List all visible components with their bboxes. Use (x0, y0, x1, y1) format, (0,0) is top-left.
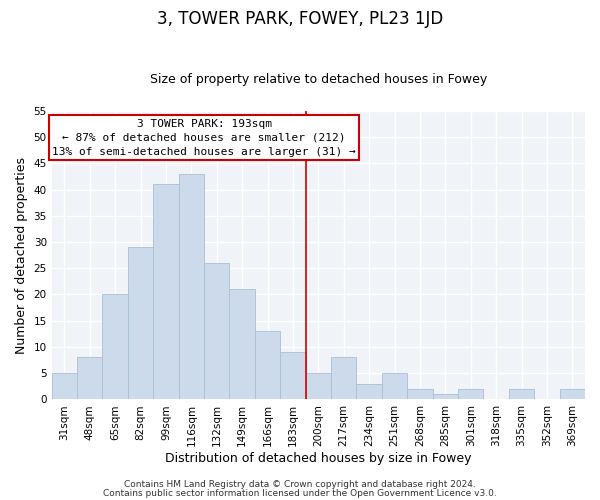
Bar (103, 294, 128, 400)
Bar (458, 389, 484, 400)
Bar (382, 373, 407, 400)
Title: Size of property relative to detached houses in Fowey: Size of property relative to detached ho… (150, 73, 487, 86)
Bar (280, 352, 305, 400)
Bar (128, 247, 153, 400)
X-axis label: Distribution of detached houses by size in Fowey: Distribution of detached houses by size … (165, 452, 472, 465)
Bar (305, 373, 331, 400)
Text: Contains HM Land Registry data © Crown copyright and database right 2024.: Contains HM Land Registry data © Crown c… (124, 480, 476, 489)
Bar (433, 394, 458, 400)
Bar (331, 358, 356, 400)
Text: Contains public sector information licensed under the Open Government Licence v3: Contains public sector information licen… (103, 488, 497, 498)
Bar (153, 184, 179, 400)
Bar (77, 358, 103, 400)
Y-axis label: Number of detached properties: Number of detached properties (15, 156, 28, 354)
Bar (560, 389, 585, 400)
Bar (509, 389, 534, 400)
Bar (229, 289, 255, 400)
Bar (204, 263, 229, 400)
Bar (255, 331, 280, 400)
Text: 3 TOWER PARK: 193sqm
← 87% of detached houses are smaller (212)
13% of semi-deta: 3 TOWER PARK: 193sqm ← 87% of detached h… (52, 118, 356, 156)
Bar (356, 384, 382, 400)
Bar (52, 373, 77, 400)
Bar (179, 174, 204, 400)
Bar (407, 389, 433, 400)
Text: 3, TOWER PARK, FOWEY, PL23 1JD: 3, TOWER PARK, FOWEY, PL23 1JD (157, 10, 443, 28)
